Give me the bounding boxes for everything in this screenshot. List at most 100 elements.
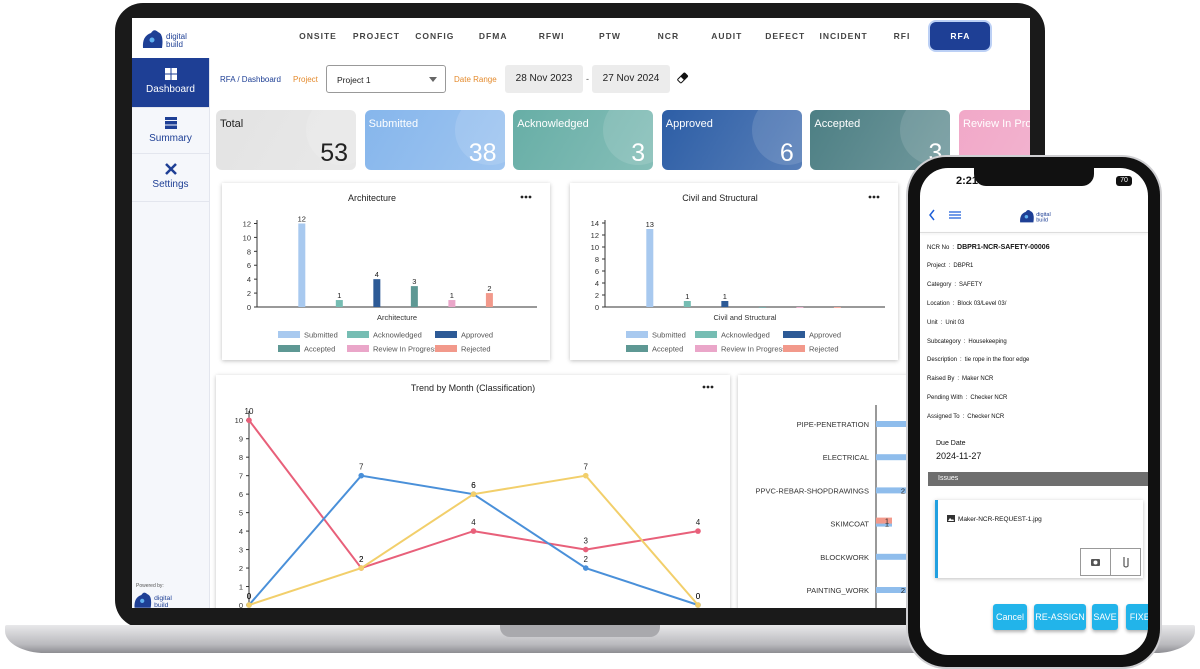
bar-value-label: 13: [646, 220, 654, 229]
point-label: 4: [471, 518, 476, 527]
point-label: 3: [584, 537, 589, 546]
project-select[interactable]: Project 1: [326, 65, 446, 93]
detail-value: SAFETY: [959, 281, 983, 288]
sidebar-item[interactable]: Dashboard: [132, 58, 209, 108]
legend-swatch: [278, 331, 300, 338]
attachment-actions[interactable]: [1080, 548, 1142, 576]
status-card[interactable]: Submitted 38: [364, 110, 505, 170]
y-tick-label: 2: [595, 291, 599, 300]
nav-tab[interactable]: ONSITE: [299, 31, 337, 41]
bar-value-label: 4: [375, 270, 379, 279]
nav-tab[interactable]: PTW: [599, 31, 621, 41]
y-tick-label: 8: [247, 247, 251, 256]
bar-value-label: 2: [901, 586, 905, 595]
point-label: 10: [245, 407, 254, 416]
nav-tab[interactable]: CONFIG: [415, 31, 455, 41]
detail-label: Subcategory: [927, 338, 961, 345]
point-label: 6: [471, 481, 476, 490]
trend-point: [470, 528, 477, 534]
detail-separator: :: [962, 414, 965, 421]
nav-tab[interactable]: DFMA: [478, 31, 508, 41]
bar: [876, 421, 924, 427]
nav-tab[interactable]: PROJECT: [352, 31, 400, 41]
action-button[interactable]: FIXED: [1126, 604, 1148, 630]
legend-label: Approved: [809, 331, 841, 340]
nav-tab[interactable]: RFWI: [538, 31, 565, 41]
detail-label: Description: [927, 357, 958, 364]
nav-tab[interactable]: DEFECT: [765, 31, 806, 41]
y-tick-label: 4: [247, 275, 251, 284]
bar: [373, 279, 381, 307]
point-label: 4: [696, 518, 701, 527]
point-label: 0: [247, 592, 252, 601]
action-button[interactable]: RE-ASSIGN: [1034, 604, 1086, 630]
issues-bar: Issues: [928, 472, 1148, 486]
menu-dot: [868, 195, 872, 199]
date-separator: -: [586, 74, 589, 84]
logo-text: digital: [166, 32, 187, 41]
nav-tab[interactable]: INCIDENT: [819, 31, 868, 41]
point-label: 2: [584, 555, 589, 564]
y-tick-label: 10: [591, 243, 599, 252]
sidebar: Dashboard Summary Settings Powered by: digit…: [132, 58, 210, 608]
chart-title: Civil and Structural: [682, 193, 758, 203]
status-card[interactable]: Accepted 3: [810, 110, 951, 170]
trend-point: [695, 602, 701, 608]
status-card[interactable]: Acknowledged 3: [513, 110, 654, 170]
point-label: 0: [696, 592, 701, 601]
nav-tab[interactable]: RFA: [930, 22, 991, 50]
y-tick-label: 3: [239, 546, 243, 555]
detail-label: Location: [927, 300, 950, 307]
menu-dot: [876, 195, 880, 199]
detail-separator: :: [957, 376, 960, 383]
logo-text: build: [1036, 218, 1048, 224]
logo-text: build: [166, 40, 183, 49]
category-label: BLOCKWORK: [820, 553, 869, 562]
breadcrumb: RFA / Dashboard: [220, 75, 281, 84]
action-button[interactable]: SAVE: [1092, 604, 1118, 630]
card-value: 38: [468, 139, 497, 167]
y-tick-label: 8: [595, 255, 599, 264]
date-label: Date Range: [454, 75, 497, 84]
status-card[interactable]: Total 53: [216, 110, 356, 170]
y-tick-label: 12: [591, 231, 599, 240]
y-tick-label: 6: [247, 261, 251, 270]
legend-label: Submitted: [652, 331, 686, 340]
nav-tab[interactable]: NCR: [657, 31, 680, 41]
nav-tab[interactable]: RFI: [893, 31, 911, 41]
y-tick-label: 10: [235, 416, 243, 425]
detail-value: tie rope in the floor edge: [964, 357, 1030, 364]
detail-label: Raised By: [927, 376, 955, 383]
card-label: Accepted: [814, 118, 861, 130]
legend-swatch: [347, 345, 369, 352]
status-card[interactable]: Approved 6: [661, 110, 802, 170]
detail-row: NCR No: DBPR1-NCR-SAFETY-00006: [927, 244, 1050, 251]
menu-dot: [872, 195, 876, 199]
bar: [410, 286, 418, 307]
point-label: 7: [584, 463, 589, 472]
point-label: 2: [359, 555, 364, 564]
detail-row: Unit: Unit 03: [927, 320, 964, 326]
detail-row: Location: Block 03/Level 03/: [927, 301, 1006, 307]
detail-row: Assigned To: Checker NCR: [927, 414, 1004, 420]
clear-icon[interactable]: [676, 72, 690, 86]
sidebar-item[interactable]: Summary: [132, 107, 209, 154]
date-from[interactable]: 28 Nov 2023: [505, 65, 583, 93]
status-battery: 70: [1116, 176, 1132, 186]
point-label: 6: [471, 481, 476, 490]
header-icons[interactable]: [929, 209, 969, 221]
trend-point: [582, 472, 589, 479]
nav-tab[interactable]: AUDIT: [711, 31, 743, 41]
action-button[interactable]: Cancel: [993, 604, 1027, 630]
sidebar-item[interactable]: Settings: [132, 153, 209, 202]
date-to[interactable]: 27 Nov 2024: [592, 65, 670, 93]
card-label: Total: [220, 118, 244, 130]
y-tick-label: 6: [239, 490, 243, 499]
bar-value-label: 1: [885, 520, 889, 529]
y-tick-label: 2: [247, 289, 251, 298]
due-value: 2024-11-27: [936, 451, 982, 461]
bar-value-label: 2: [901, 486, 905, 495]
logo-text: build: [154, 602, 169, 608]
